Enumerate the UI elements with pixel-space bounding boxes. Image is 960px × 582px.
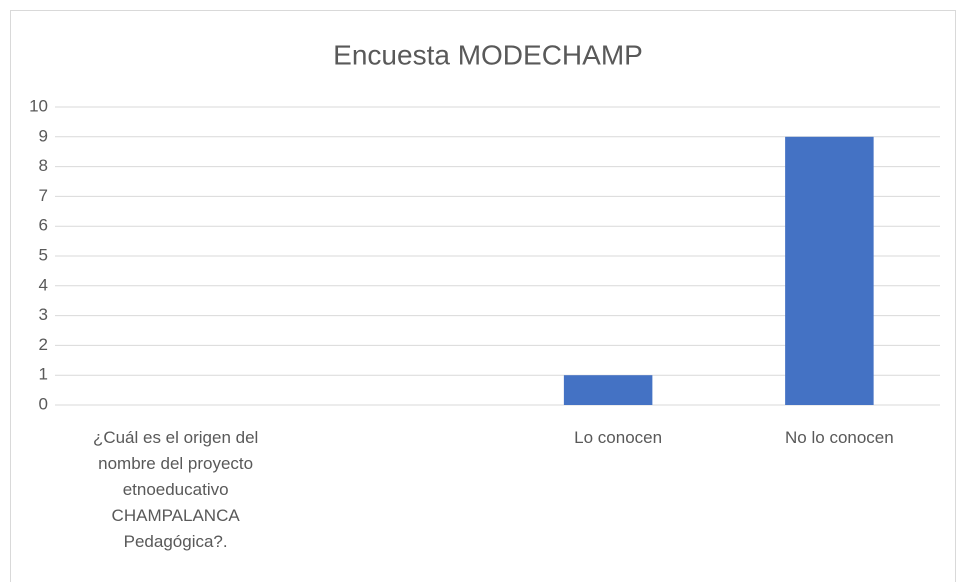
y-tick-label: 1	[39, 365, 48, 384]
y-tick-label: 3	[39, 305, 48, 324]
x-tick-label: Lo conocen	[574, 428, 663, 447]
y-tick-label: 8	[39, 156, 48, 175]
y-tick-label: 5	[39, 245, 48, 264]
bar	[563, 375, 653, 405]
chart-title: Encuesta MODECHAMP	[333, 39, 643, 70]
y-tick-label: 10	[29, 96, 48, 115]
y-tick-label: 7	[39, 186, 48, 205]
x-tick-label: ¿Cuál es el origen del nombre del proyec…	[92, 428, 259, 551]
x-tick-label: No lo conocen	[785, 428, 894, 447]
y-tick-label: 4	[39, 275, 48, 294]
bar	[785, 136, 874, 406]
y-tick-label: 6	[39, 216, 48, 235]
y-tick-label: 2	[39, 335, 48, 354]
y-tick-label: 9	[39, 126, 48, 145]
y-tick-label: 0	[39, 394, 48, 413]
